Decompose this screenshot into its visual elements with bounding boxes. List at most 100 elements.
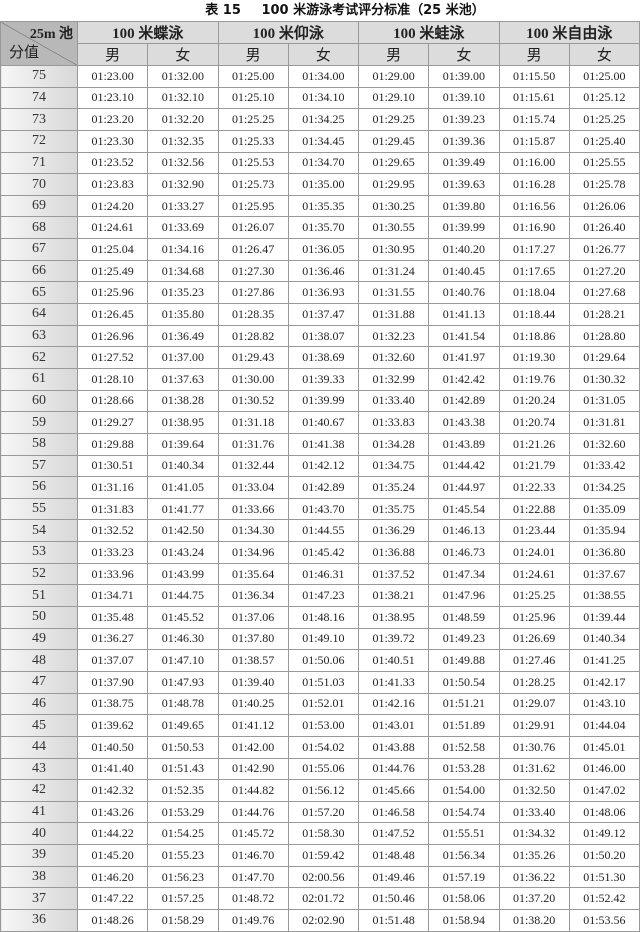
table-row: 55 01:31.83 01:41.77 01:33.66 01:43.70 01:35.… [0,497,640,521]
score-cell: 40 [0,822,78,846]
time-cell: 01:23.10 [76,86,149,110]
time-cell: 01:38.20 [498,908,570,932]
time-cell: 02:02.90 [287,908,360,932]
time-cell: 01:35.23 [147,281,219,305]
score-cell: 50 [0,606,78,629]
time-cell: 01:28.25 [498,670,570,694]
time-cell: 01:54.00 [428,779,500,802]
table-row: 50 01:35.48 01:45.52 01:37.06 01:48.16 01:38.… [0,606,640,629]
time-cell: 01:32.52 [76,519,149,543]
time-cell: 01:48.78 [147,692,219,716]
corner-header: 25m 池 分值 [0,21,78,66]
score-cell: 67 [0,238,78,261]
time-cell: 01:46.70 [217,844,289,867]
time-cell: 01:49.10 [287,627,360,651]
time-cell: 01:33.27 [147,194,219,218]
time-cell: 01:45.54 [428,497,500,521]
gender-header: 女 [568,43,640,66]
time-cell: 01:51.03 [287,670,360,694]
time-cell: 01:25.78 [568,173,640,196]
time-cell: 01:42.32 [76,779,149,802]
time-cell: 01:57.19 [428,865,500,889]
time-cell: 01:48.72 [217,887,289,910]
time-cell: 01:42.17 [568,670,640,694]
time-cell: 01:40.25 [217,692,289,716]
time-cell: 01:30.51 [76,454,149,478]
table-row: 45 01:39.62 01:49.65 01:41.12 01:53.00 01:43.… [0,714,640,737]
time-cell: 01:52.42 [568,887,640,910]
table-row: 66 01:25.49 01:34.68 01:27.30 01:36.46 01:31.… [0,259,640,283]
score-cell: 74 [0,86,78,110]
score-cell: 41 [0,800,78,824]
gender-header: 女 [147,43,219,66]
score-cell: 68 [0,216,78,240]
time-cell: 01:27.46 [498,649,570,672]
time-cell: 01:20.24 [498,389,570,413]
time-cell: 01:34.10 [287,86,360,110]
time-cell: 01:25.49 [76,259,149,283]
table-row: 60 01:28.66 01:38.28 01:30.52 01:39.99 01:33.… [0,389,640,413]
score-cell: 64 [0,303,78,326]
time-cell: 01:27.86 [217,281,289,305]
time-cell: 01:33.69 [147,216,219,240]
time-cell: 01:16.90 [498,216,570,240]
time-cell: 01:46.13 [428,519,500,543]
time-cell: 01:29.07 [498,692,570,716]
time-cell: 01:58.29 [147,908,219,932]
score-cell: 43 [0,757,78,781]
table-row: 74 01:23.10 01:32.10 01:25.10 01:34.10 01:29.… [0,86,640,110]
time-cell: 01:28.66 [76,389,149,413]
time-cell: 01:15.87 [498,129,570,153]
gender-header: 女 [428,43,500,66]
time-cell: 01:48.06 [568,800,640,824]
time-cell: 01:37.80 [217,627,289,651]
time-cell: 01:30.32 [568,367,640,391]
score-cell: 70 [0,173,78,196]
table-row: 54 01:32.52 01:42.50 01:34.30 01:44.55 01:36.… [0,519,640,543]
time-cell: 01:33.40 [498,800,570,824]
time-cell: 01:21.79 [498,454,570,478]
time-cell: 01:25.73 [217,173,289,196]
time-cell: 01:25.10 [217,86,289,110]
time-cell: 01:25.53 [217,151,289,175]
time-cell: 01:33.96 [76,562,149,586]
group-backstroke: 100 米仰泳 [217,21,359,44]
time-cell: 01:34.96 [217,541,289,564]
time-cell: 01:53.29 [147,800,219,824]
time-cell: 01:46.30 [147,627,219,651]
table-body: 75 01:23.00 01:32.00 01:25.00 01:34.00 01:29.… [0,65,640,932]
table-row: 59 01:29.27 01:38.95 01:31.18 01:40.67 01:33.… [0,411,640,434]
time-cell: 01:55.06 [287,757,360,781]
time-cell: 01:56.12 [287,779,360,802]
time-cell: 01:36.27 [76,627,149,651]
time-cell: 01:32.60 [357,346,430,369]
time-cell: 01:41.77 [147,497,219,521]
time-cell: 01:46.58 [357,800,430,824]
time-cell: 01:29.65 [357,151,430,175]
time-cell: 01:49.12 [568,822,640,846]
score-cell: 75 [0,65,78,88]
time-cell: 01:39.99 [428,216,500,240]
time-cell: 01:29.43 [217,346,289,369]
time-cell: 01:30.25 [357,194,430,218]
time-cell: 01:25.96 [498,606,570,629]
time-cell: 01:51.43 [147,757,219,781]
time-cell: 01:52.58 [428,735,500,759]
time-cell: 01:39.36 [428,129,500,153]
table-row: 61 01:28.10 01:37.63 01:30.00 01:39.33 01:32.… [0,367,640,391]
time-cell: 01:40.34 [568,627,640,651]
time-cell: 01:29.88 [76,432,149,456]
time-cell: 01:32.60 [568,432,640,456]
score-cell: 52 [0,562,78,586]
time-cell: 01:32.20 [147,108,219,131]
time-cell: 01:52.35 [147,779,219,802]
time-cell: 01:26.45 [76,303,149,326]
time-cell: 01:39.10 [428,86,500,110]
score-cell: 47 [0,670,78,694]
time-cell: 01:27.52 [76,346,149,369]
time-cell: 01:43.89 [428,432,500,456]
time-cell: 01:42.90 [217,757,289,781]
time-cell: 01:38.21 [357,584,430,608]
time-cell: 01:35.70 [287,216,360,240]
time-cell: 01:38.95 [147,411,219,434]
